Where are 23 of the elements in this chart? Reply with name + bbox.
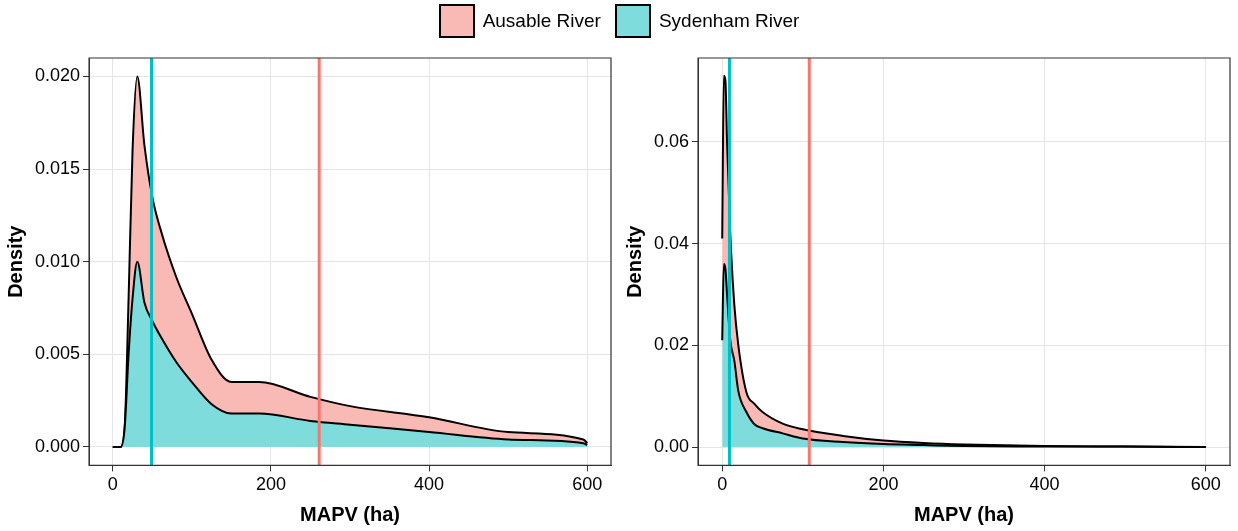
- y-tick-label: 0.010: [35, 250, 81, 271]
- x-tick-label: 200: [255, 474, 286, 495]
- y-axis-title: Density: [622, 224, 645, 298]
- x-axis-title: MAPV (ha): [914, 502, 1015, 525]
- y-tick-label: 0.000: [35, 435, 81, 456]
- x-tick-label: 600: [572, 474, 603, 495]
- y-tick-label: 0.02: [653, 334, 690, 355]
- x-tick-label: 400: [1029, 474, 1060, 495]
- y-tick-label: 0.020: [35, 65, 81, 86]
- y-tick-label: 0.06: [653, 130, 690, 151]
- y-tick-label: 0.00: [653, 436, 690, 457]
- legend-label: Sydenham River: [658, 10, 800, 32]
- y-tick-label: 0.005: [35, 343, 81, 364]
- x-tick-label: 0: [717, 474, 728, 495]
- x-tick-label: 400: [414, 474, 445, 495]
- y-tick-label: 0.04: [653, 232, 690, 253]
- x-tick-label: 200: [868, 474, 899, 495]
- y-axis-title: Density: [3, 224, 26, 298]
- y-tick-label: 0.015: [35, 158, 81, 179]
- legend-label: Ausable River: [482, 10, 601, 32]
- x-axis-title: MAPV (ha): [300, 502, 401, 525]
- x-tick-label: 600: [1190, 474, 1221, 495]
- x-tick-label: 0: [107, 474, 118, 495]
